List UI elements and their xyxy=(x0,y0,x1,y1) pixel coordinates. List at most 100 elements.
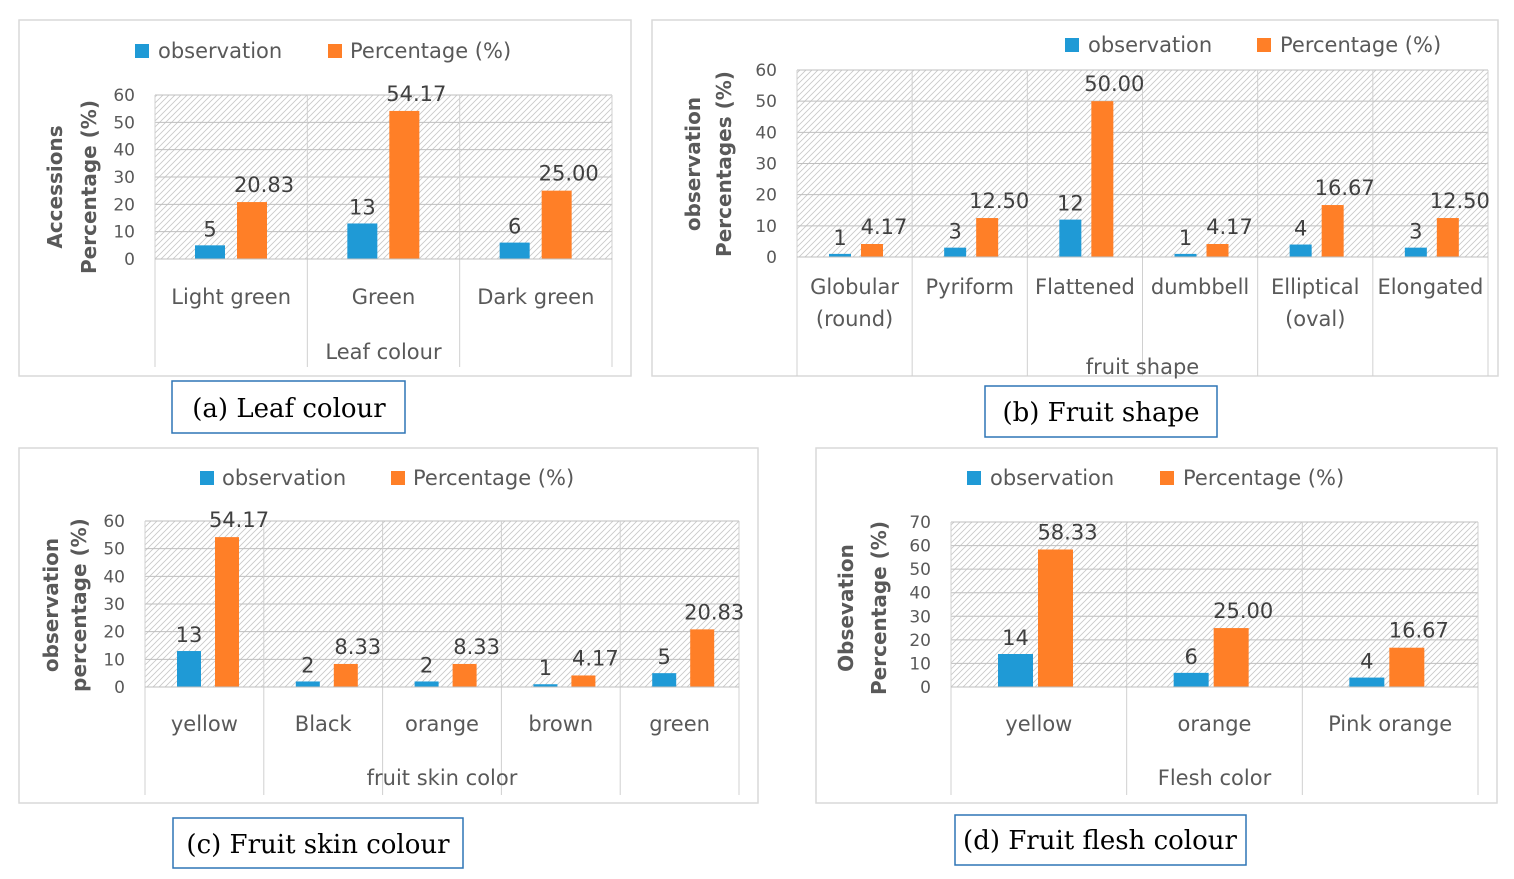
bar-observation xyxy=(1289,244,1312,257)
legend-label-percentage: Percentage (%) xyxy=(350,39,511,63)
data-label-percentage: 4.17 xyxy=(861,215,908,239)
y-tick-label: 30 xyxy=(113,168,135,188)
category-label: Green xyxy=(352,285,416,309)
data-label-observation: 13 xyxy=(349,195,376,219)
category-label: yellow xyxy=(1005,712,1072,736)
caption-text: (d) Fruit flesh colour xyxy=(963,826,1237,856)
data-label-percentage: 58.33 xyxy=(1037,521,1097,545)
caption-text: (c) Fruit skin colour xyxy=(186,830,450,860)
legend-swatch-observation xyxy=(967,471,981,485)
category-label: (round) xyxy=(816,307,893,331)
y-axis-title: Percentage (%) xyxy=(867,521,891,695)
x-axis-title: Leaf colour xyxy=(325,340,442,364)
data-label-percentage: 4.17 xyxy=(1206,215,1253,239)
y-tick-label: 10 xyxy=(909,654,931,674)
caption-text: (b) Fruit shape xyxy=(1002,398,1199,428)
bar-percentage xyxy=(237,202,267,259)
y-axis-title: observation xyxy=(39,538,63,672)
legend-label-observation: observation xyxy=(990,466,1114,490)
data-label-observation: 4 xyxy=(1294,217,1307,241)
x-axis-title: fruit skin color xyxy=(367,766,518,790)
data-label-observation: 12 xyxy=(1057,192,1084,216)
legend-swatch-percentage xyxy=(328,44,342,58)
legend-swatch-observation xyxy=(135,44,149,58)
y-tick-label: 20 xyxy=(113,195,135,215)
data-label-observation: 2 xyxy=(420,653,433,677)
category-label: orange xyxy=(405,712,479,736)
y-axis-title: percentage (%) xyxy=(67,518,91,692)
category-label: Flattened xyxy=(1035,275,1135,299)
legend-swatch-percentage xyxy=(1160,471,1174,485)
y-tick-label: 40 xyxy=(113,141,135,161)
bar-percentage xyxy=(1213,628,1249,687)
category-label: Black xyxy=(295,712,353,736)
y-tick-label: 20 xyxy=(755,186,777,206)
data-label-observation: 3 xyxy=(948,220,961,244)
data-label-percentage: 16.67 xyxy=(1315,176,1375,200)
y-tick-label: 0 xyxy=(124,250,135,270)
y-tick-label: 70 xyxy=(909,513,931,533)
bar-observation xyxy=(177,651,201,687)
bar-observation xyxy=(414,681,439,687)
y-tick-label: 30 xyxy=(755,155,777,175)
legend-label-observation: observation xyxy=(222,466,346,490)
y-tick-label: 50 xyxy=(113,113,135,133)
y-tick-label: 0 xyxy=(920,678,931,698)
y-axis-title: Accessions xyxy=(43,125,67,248)
y-tick-label: 40 xyxy=(909,584,931,604)
data-label-observation: 5 xyxy=(658,645,671,669)
y-tick-label: 20 xyxy=(103,623,125,643)
bar-percentage xyxy=(1091,101,1114,258)
data-label-observation: 2 xyxy=(301,653,314,677)
bar-percentage xyxy=(1321,205,1344,257)
bar-percentage xyxy=(976,218,999,257)
y-tick-label: 30 xyxy=(103,595,125,615)
data-label-percentage: 4.17 xyxy=(572,646,619,670)
chart-d: 0 10 20 30 40 50 60 70 14 58.33 yellow 6 25.00 orange… xyxy=(815,447,1498,866)
data-label-observation: 1 xyxy=(833,226,846,250)
bar-observation xyxy=(998,654,1033,687)
y-tick-label: 20 xyxy=(909,631,931,651)
data-label-percentage: 8.33 xyxy=(453,635,500,659)
data-label-percentage: 12.50 xyxy=(969,189,1029,213)
bar-percentage xyxy=(861,244,883,257)
bar-observation xyxy=(195,245,225,259)
bar-percentage xyxy=(1206,244,1229,257)
y-tick-label: 60 xyxy=(909,537,931,557)
bar-observation xyxy=(1349,677,1385,687)
category-label: green xyxy=(649,712,710,736)
data-label-percentage: 20.83 xyxy=(684,600,744,624)
bar-percentage xyxy=(541,190,572,259)
category-label: dumbbell xyxy=(1151,275,1249,299)
y-tick-label: 50 xyxy=(103,540,125,560)
y-tick-label: 50 xyxy=(909,560,931,580)
y-tick-label: 10 xyxy=(755,217,777,237)
bar-observation xyxy=(1059,219,1082,257)
chart-c: 01020304050601354.17yellow28.33Black28.3… xyxy=(18,447,759,869)
bar-observation xyxy=(347,223,378,259)
bar-observation xyxy=(1404,247,1427,257)
data-label-percentage: 50.00 xyxy=(1084,72,1144,96)
x-axis-title: fruit shape xyxy=(1086,355,1199,379)
data-label-observation: 1 xyxy=(1179,226,1192,250)
y-tick-label: 60 xyxy=(103,512,125,532)
legend-label-percentage: Percentage (%) xyxy=(1183,466,1344,490)
legend-swatch-percentage xyxy=(1257,38,1271,52)
bar-percentage xyxy=(389,110,420,259)
category-label: brown xyxy=(528,712,593,736)
bar-observation xyxy=(499,242,530,259)
data-label-observation: 13 xyxy=(176,623,203,647)
bar-observation xyxy=(533,684,558,687)
chart-b: 0 10 20 30 40 50 60 1 4.17 Globular (round) 3 12.50 P… xyxy=(651,19,1499,438)
caption-box xyxy=(171,380,406,434)
category-label: Elliptical xyxy=(1271,275,1359,299)
y-axis-title: Percentage (%) xyxy=(77,100,101,274)
data-label-percentage: 20.83 xyxy=(234,173,294,197)
bar-percentage xyxy=(690,629,715,687)
bar-observation xyxy=(1174,253,1197,257)
legend-swatch-percentage xyxy=(391,471,405,485)
category-label: Light green xyxy=(171,285,291,309)
legend-label-percentage: Percentage (%) xyxy=(1280,33,1441,57)
legend-swatch-observation xyxy=(200,471,214,485)
y-tick-label: 60 xyxy=(113,86,135,106)
